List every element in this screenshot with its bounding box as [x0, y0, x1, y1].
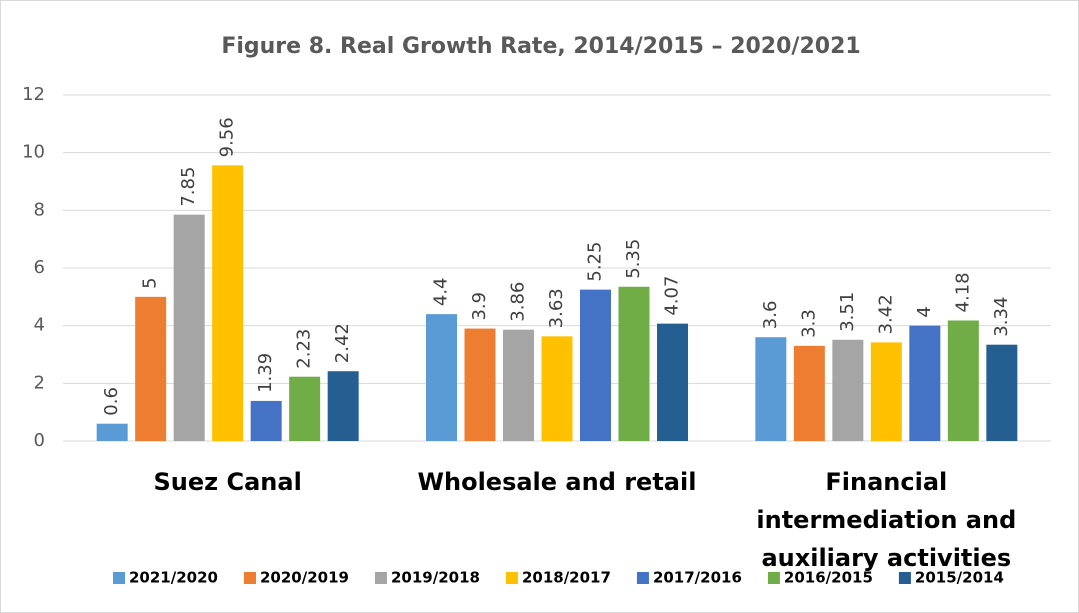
legend-label: 2017/2016: [653, 569, 742, 587]
bar: [541, 336, 573, 441]
data-label: 3.63: [546, 288, 567, 328]
data-label: 3.6: [760, 301, 781, 330]
bar: [173, 214, 205, 441]
data-label: 2.42: [332, 323, 353, 363]
bar: [503, 329, 534, 441]
data-label: 5: [140, 277, 161, 288]
bar: [832, 339, 864, 441]
legend-swatch: [505, 572, 518, 584]
x-tick-label: Suez Canal: [153, 468, 302, 496]
x-tick-label: Wholesale and retail: [417, 468, 697, 496]
data-label: 4.07: [662, 276, 683, 316]
legend-swatch: [374, 572, 387, 584]
data-label: 4: [914, 306, 935, 317]
data-label: 4.18: [952, 272, 973, 312]
bar: [580, 289, 611, 441]
x-tick-label: Financial intermediation and auxiliary a…: [756, 468, 1017, 572]
y-tick-label: 4: [34, 315, 45, 336]
bar: [947, 320, 979, 441]
legend-label: 2019/2018: [391, 569, 480, 587]
y-tick-label: 0: [34, 430, 45, 451]
data-label: 5.35: [623, 239, 644, 279]
legend-label: 2021/2020: [129, 569, 218, 587]
bar: [250, 400, 282, 441]
data-label: 0.6: [101, 387, 122, 416]
bar: [327, 371, 359, 441]
data-label: 3.86: [508, 282, 529, 322]
legend-label: 2018/2017: [522, 569, 611, 587]
data-label: 3.51: [837, 292, 858, 332]
bar: [212, 165, 244, 441]
data-label: 9.56: [217, 117, 238, 157]
bar: [618, 286, 650, 441]
bar: [986, 344, 1018, 441]
y-tick-label: 10: [22, 142, 45, 163]
legend-swatch: [243, 572, 256, 584]
bar: [96, 423, 128, 441]
chart-title: Figure 8. Real Growth Rate, 2014/2015 – …: [221, 34, 860, 59]
legend-swatch: [767, 572, 780, 584]
bar: [793, 345, 825, 441]
bar: [870, 342, 902, 441]
legend-swatch: [636, 572, 649, 584]
bar: [289, 376, 321, 441]
legend-swatch: [113, 572, 125, 584]
bar: [464, 328, 496, 441]
y-tick-label: 12: [22, 84, 45, 105]
bar: [426, 314, 457, 441]
data-label: 2.23: [294, 329, 315, 369]
data-label: 3.42: [875, 294, 896, 334]
legend-label: 2015/2014: [915, 569, 1004, 587]
y-tick-label: 6: [34, 257, 45, 278]
legend-label: 2016/2015: [784, 569, 873, 587]
bar: [909, 325, 941, 441]
y-tick-label: 2: [34, 372, 45, 393]
data-label: 3.9: [469, 292, 490, 321]
bar: [755, 337, 787, 441]
data-label: 5.25: [585, 242, 606, 282]
bar: [135, 296, 167, 441]
legend-swatch: [898, 572, 911, 584]
bar: [657, 323, 688, 441]
y-tick-label: 8: [34, 199, 45, 220]
data-label: 3.34: [991, 297, 1012, 337]
data-label: 1.39: [255, 353, 276, 393]
data-label: 3.3: [798, 309, 819, 338]
legend-label: 2020/2019: [260, 569, 349, 587]
data-label: 7.85: [178, 167, 199, 207]
data-label: 4.4: [431, 277, 452, 306]
